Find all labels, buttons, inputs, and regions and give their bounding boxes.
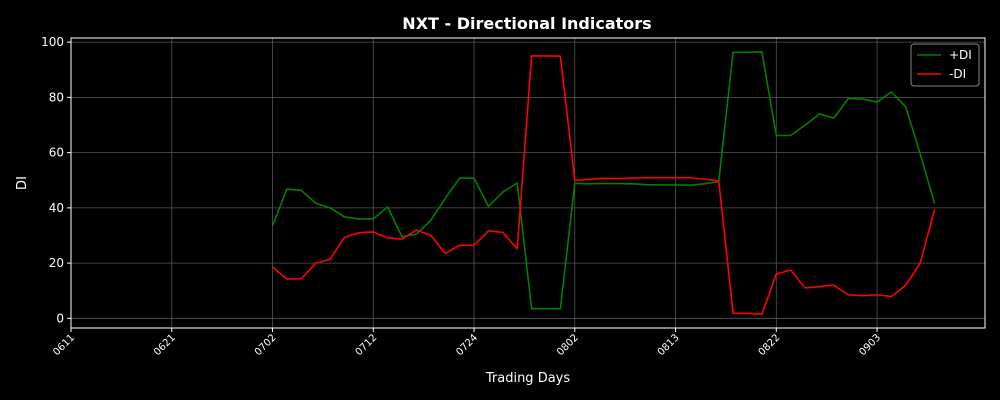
plot-frame [70, 37, 986, 329]
series-line-minusdi-di [271, 55, 936, 315]
y-tick-label: 100 [41, 35, 64, 49]
y-tick-label: 0 [56, 311, 64, 325]
series-layer [271, 51, 936, 315]
legend: +DI -DI [910, 43, 980, 87]
legend-label-plusdi-di: +DI [949, 48, 972, 62]
chart-title: NXT - Directional Indicators [402, 14, 651, 33]
y-tick-label: 20 [49, 256, 64, 270]
y-tick-label: 80 [49, 90, 64, 104]
x-axis-label: Trading Days [485, 371, 570, 386]
series-line-plusdi-di [271, 51, 936, 310]
legend-label-minusdi-di: -DI [949, 67, 966, 81]
y-ticks: 0 20 40 60 80 100 [41, 35, 71, 325]
y-tick-label: 60 [49, 146, 64, 160]
y-tick-label: 40 [49, 201, 64, 215]
y-axis-label: DI [15, 176, 30, 190]
